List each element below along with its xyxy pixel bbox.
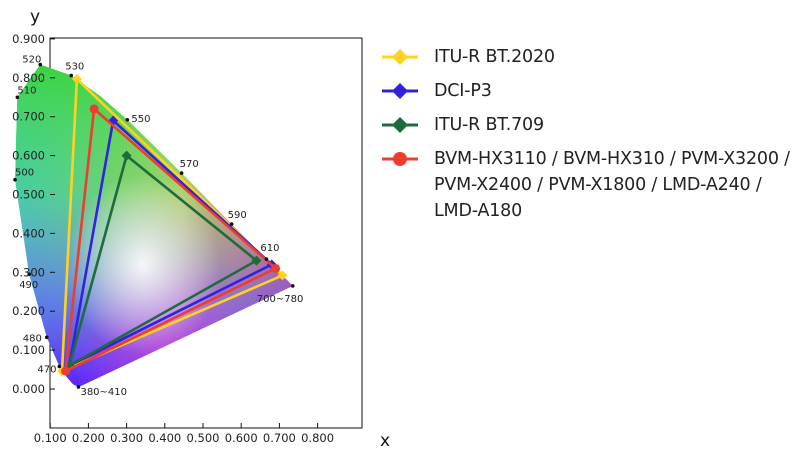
x-tick-label: 0.700	[263, 431, 296, 445]
primary-point	[121, 150, 132, 161]
wavelength-label: 610	[260, 243, 279, 254]
gamut-triangle	[68, 154, 258, 368]
gamut-triangles	[57, 73, 288, 377]
x-axis-ticks: 0.100 0.200 0.300 0.400 0.500 0.600 0.700 0.800	[34, 423, 334, 445]
wavelength-label: 510	[17, 85, 36, 96]
x-tick-label: 0.800	[301, 431, 334, 445]
legend-item-bt709: ITU-R BT.709	[380, 112, 795, 138]
primary-point	[89, 104, 99, 114]
legend-item-bt2020: ITU-R BT.2020	[380, 44, 795, 70]
wavelength-point	[264, 257, 269, 261]
green-diamond-marker-icon	[382, 117, 418, 133]
x-tick-label: 0.400	[148, 431, 181, 445]
primary-point	[60, 366, 70, 376]
legend-label: BVM-HX3110 / BVM-HX310 / PVM-X3200 / PVM…	[434, 149, 790, 221]
wavelength-label: 380~410	[80, 387, 127, 398]
x-tick-label: 0.500	[187, 431, 220, 445]
wavelength-point	[229, 222, 234, 226]
y-tick-label: 0.100	[12, 343, 45, 357]
y-tick-label: 0.400	[12, 226, 45, 240]
wavelength-point	[44, 335, 49, 340]
y-tick-label: 0.900	[12, 32, 45, 46]
y-tick-label: 0.800	[12, 71, 45, 85]
legend-item-sony-monitors: BVM-HX3110 / BVM-HX310 / PVM-X3200 / PVM…	[380, 146, 795, 224]
legend-label: ITU-R BT.2020	[434, 47, 555, 67]
x-tick-label: 0.300	[110, 431, 143, 445]
wavelength-label: 530	[65, 61, 84, 72]
legend: ITU-R BT.2020 DCI-P3 ITU-R BT.709 BVM-HX…	[380, 44, 795, 232]
wavelength-label: 590	[228, 210, 247, 221]
y-tick-label: 0.600	[12, 149, 45, 163]
wavelength-label: 570	[180, 159, 199, 170]
wavelength-label: 700~780	[257, 294, 304, 305]
wavelength-point	[179, 171, 184, 175]
primary-point	[271, 263, 281, 273]
gamut-triangle	[68, 119, 274, 368]
legend-label: DCI-P3	[434, 81, 492, 101]
y-tick-label: 0.000	[12, 382, 45, 396]
gamut-series-0	[57, 73, 288, 377]
red-circle-marker-icon	[382, 152, 418, 166]
y-axis-ticks: 0.000 0.100 0.200 0.300 0.400 0.500 0.600 0.700…	[12, 32, 55, 396]
legend-label: ITU-R BT.709	[434, 115, 544, 135]
y-tick-label: 0.300	[12, 265, 45, 279]
wavelength-point	[15, 95, 20, 100]
wavelength-point	[76, 385, 81, 389]
y-tick-label: 0.200	[12, 304, 45, 318]
wavelength-points: 520 530 510 550 570 500 590 610 490 700~780 480 470…	[13, 55, 303, 398]
y-axis-label: y	[30, 7, 40, 27]
x-tick-label: 0.600	[225, 431, 258, 445]
wavelength-point	[38, 62, 43, 67]
wavelength-point	[27, 272, 31, 277]
primary-point	[71, 73, 82, 84]
gamut-triangle	[60, 77, 284, 373]
wavelength-point	[125, 118, 130, 122]
x-axis-label: x	[380, 431, 390, 451]
wavelength-label: 470	[37, 364, 56, 375]
yellow-diamond-marker-icon	[382, 49, 418, 65]
gamut-series-3	[60, 104, 281, 376]
y-tick-label: 0.500	[12, 188, 45, 202]
wavelength-label: 550	[131, 114, 150, 125]
wavelength-label: 500	[15, 168, 34, 179]
y-tick-label: 0.700	[12, 110, 45, 124]
wavelength-point	[57, 364, 62, 369]
x-tick-label: 0.200	[72, 431, 105, 445]
wavelength-label: 520	[22, 55, 41, 66]
wavelength-point	[69, 73, 74, 78]
primary-point	[277, 270, 288, 281]
blue-diamond-marker-icon	[382, 83, 418, 99]
wavelength-point	[13, 177, 17, 182]
wavelength-point	[290, 284, 295, 288]
wavelength-label: 480	[23, 333, 42, 344]
primary-point	[251, 255, 262, 266]
wavelength-label: 490	[19, 280, 38, 291]
gamut-triangle	[64, 107, 277, 373]
x-tick-label: 0.100	[34, 431, 67, 445]
legend-item-dci-p3: DCI-P3	[380, 78, 795, 104]
